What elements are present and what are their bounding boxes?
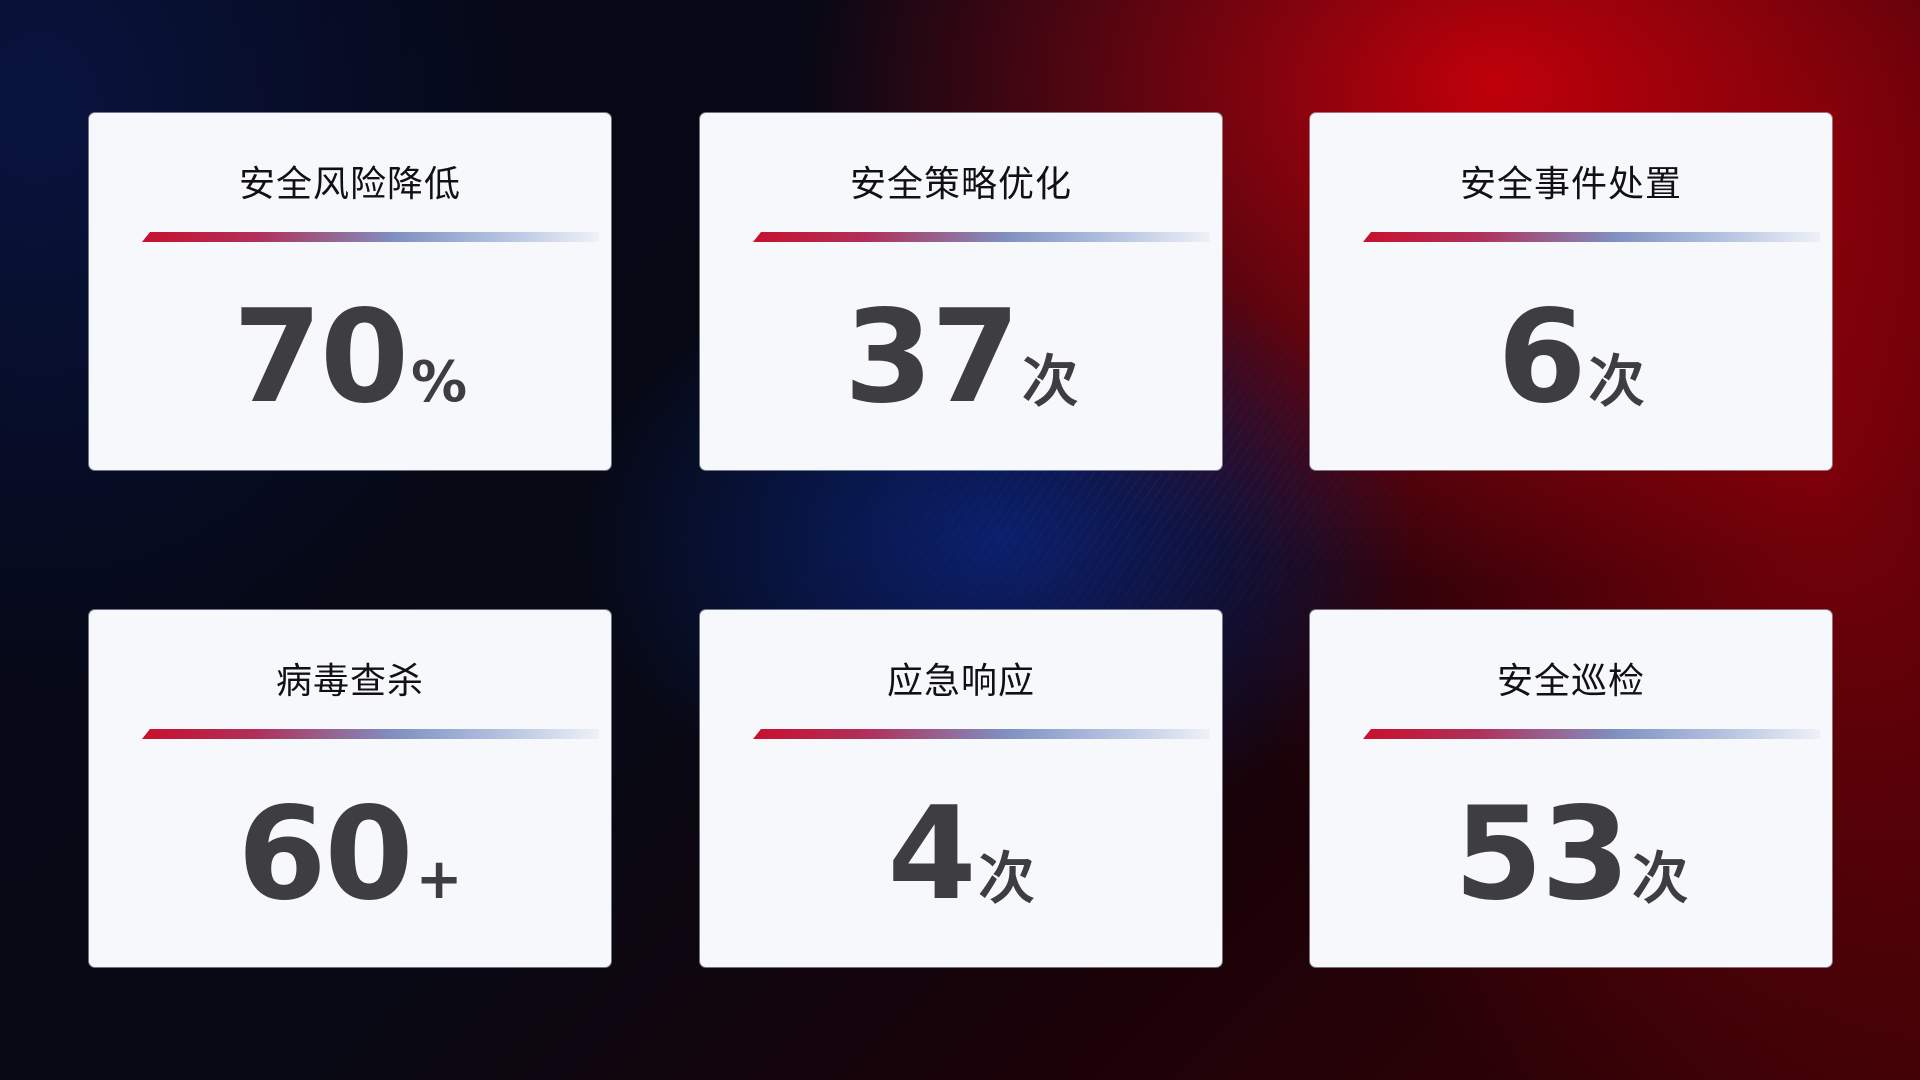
value-number: 53 <box>1453 780 1630 929</box>
value-number: 60 <box>237 780 413 929</box>
value-unit: 次 <box>1022 350 1079 415</box>
stat-card-security-patrol: 安全巡检 53次 <box>1310 610 1832 967</box>
card-value: 70% <box>89 283 611 432</box>
stat-card-emergency-response: 应急响应 4次 <box>700 610 1222 967</box>
card-value: 60+ <box>89 780 611 929</box>
value-number: 37 <box>843 283 1020 432</box>
gradient-divider <box>142 729 599 739</box>
card-title: 安全巡检 <box>1496 661 1645 702</box>
stat-card-risk-reduction: 安全风险降低 70% <box>89 113 611 470</box>
value-unit: % <box>411 350 468 415</box>
value-unit: 次 <box>1632 847 1689 912</box>
stat-card-incident-handling: 安全事件处置 6次 <box>1310 113 1832 470</box>
value-number: 4 <box>887 780 976 929</box>
gradient-divider <box>142 232 599 242</box>
value-unit: 次 <box>978 847 1035 912</box>
value-unit: + <box>415 847 463 912</box>
card-value: 53次 <box>1310 780 1832 929</box>
value-number: 6 <box>1497 283 1586 432</box>
gradient-divider <box>1363 729 1820 739</box>
gradient-divider <box>753 232 1210 242</box>
card-value: 37次 <box>700 283 1222 432</box>
card-title: 安全风险降低 <box>238 164 461 205</box>
card-title: 安全策略优化 <box>849 164 1072 205</box>
value-unit: 次 <box>1588 350 1645 415</box>
gradient-divider <box>1363 232 1820 242</box>
stat-card-virus-removal: 病毒查杀 60+ <box>89 610 611 967</box>
card-title: 安全事件处置 <box>1459 164 1682 205</box>
card-title: 病毒查杀 <box>275 661 424 702</box>
value-number: 70 <box>232 283 409 432</box>
card-title: 应急响应 <box>886 661 1035 702</box>
stat-card-policy-optimization: 安全策略优化 37次 <box>700 113 1222 470</box>
card-value: 6次 <box>1310 283 1832 432</box>
card-value: 4次 <box>700 780 1222 929</box>
gradient-divider <box>753 729 1210 739</box>
